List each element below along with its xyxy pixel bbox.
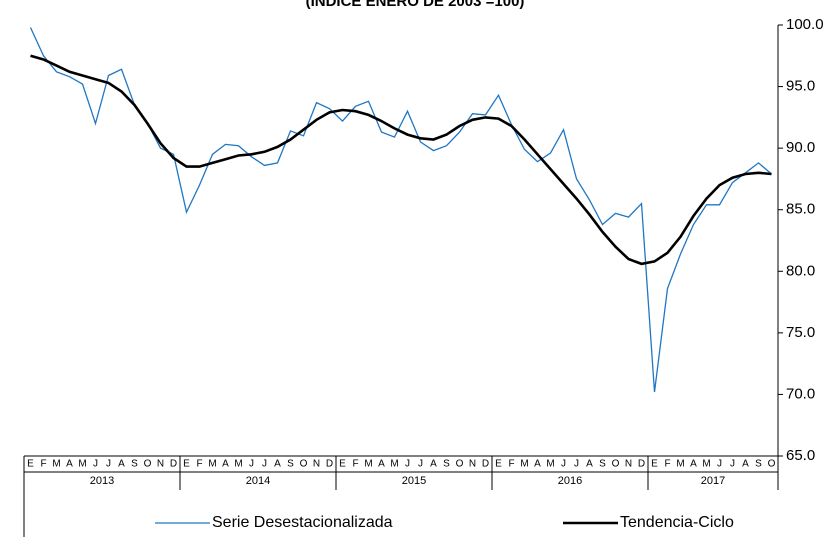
x-tick-label: A xyxy=(690,459,697,470)
x-tick-label: O xyxy=(612,459,620,470)
x-tick-label: J xyxy=(730,459,735,470)
year-label: 2014 xyxy=(246,475,270,487)
x-tick-label: D xyxy=(638,459,645,470)
x-tick-label: D xyxy=(326,459,333,470)
chart-title: (INDICE ENERO DE 2003 =100) xyxy=(306,0,525,10)
series-line xyxy=(29,27,772,393)
x-tick-label: F xyxy=(352,459,358,470)
x-tick-label: M xyxy=(208,459,216,470)
x-tick-label: A xyxy=(378,459,385,470)
y-tick-label: 80.0 xyxy=(786,262,815,279)
x-tick-label: M xyxy=(390,459,398,470)
x-tick-label: M xyxy=(702,459,710,470)
series-line xyxy=(30,54,772,266)
x-tick-label: D xyxy=(482,459,489,470)
x-tick-label: J xyxy=(574,459,579,470)
x-tick-label: J xyxy=(262,459,267,470)
x-tick-label: A xyxy=(118,459,125,470)
x-tick-label: J xyxy=(418,459,423,470)
x-tick-label: O xyxy=(300,459,308,470)
x-tick-label: M xyxy=(676,459,684,470)
x-tick-label: J xyxy=(93,459,98,470)
x-tick-label: M xyxy=(520,459,528,470)
x-tick-label: N xyxy=(313,459,320,470)
year-label: 2016 xyxy=(558,475,582,487)
year-label: 2013 xyxy=(90,475,114,487)
x-tick-label: J xyxy=(717,459,722,470)
x-tick-label: O xyxy=(456,459,464,470)
x-tick-label: J xyxy=(561,459,566,470)
x-tick-label: E xyxy=(183,459,190,470)
x-tick-label: E xyxy=(27,459,34,470)
x-tick-label: M xyxy=(364,459,372,470)
x-tick-label: F xyxy=(508,459,514,470)
y-tick-label: 85.0 xyxy=(786,201,815,218)
x-tick-label: E xyxy=(651,459,658,470)
y-tick-label: 70.0 xyxy=(786,385,815,402)
x-tick-label: D xyxy=(170,459,177,470)
x-tick-label: F xyxy=(40,459,46,470)
x-tick-label: A xyxy=(430,459,437,470)
x-tick-label: F xyxy=(196,459,202,470)
x-tick-label: J xyxy=(249,459,254,470)
x-tick-label: A xyxy=(274,459,281,470)
x-tick-label: A xyxy=(586,459,593,470)
x-tick-label: O xyxy=(768,459,776,470)
x-tick-label: O xyxy=(144,459,152,470)
x-tick-label: N xyxy=(625,459,632,470)
x-tick-label: S xyxy=(443,459,450,470)
x-tick-label: A xyxy=(222,459,229,470)
x-tick-label: N xyxy=(157,459,164,470)
x-tick-label: N xyxy=(469,459,476,470)
legend-label: Tendencia-Ciclo xyxy=(620,514,734,531)
y-tick-label: 75.0 xyxy=(786,324,815,341)
x-tick-label: S xyxy=(599,459,606,470)
year-label: 2017 xyxy=(701,475,725,487)
x-tick-label: F xyxy=(664,459,670,470)
x-tick-label: M xyxy=(78,459,86,470)
y-tick-label: 90.0 xyxy=(786,139,815,156)
x-tick-label: S xyxy=(755,459,762,470)
x-tick-label: S xyxy=(131,459,138,470)
x-tick-label: M xyxy=(234,459,242,470)
x-tick-label: J xyxy=(405,459,410,470)
x-tick-label: E xyxy=(339,459,346,470)
x-tick-label: M xyxy=(52,459,60,470)
x-tick-label: E xyxy=(495,459,502,470)
y-tick-label: 100.0 xyxy=(786,16,824,33)
x-tick-label: M xyxy=(546,459,554,470)
x-tick-label: J xyxy=(106,459,111,470)
x-tick-label: A xyxy=(742,459,749,470)
x-tick-label: A xyxy=(66,459,73,470)
x-tick-label: A xyxy=(534,459,541,470)
year-label: 2015 xyxy=(402,475,426,487)
y-tick-label: 65.0 xyxy=(786,447,815,464)
y-tick-label: 95.0 xyxy=(786,78,815,95)
legend-label: Serie Desestacionalizada xyxy=(212,514,393,531)
x-tick-label: S xyxy=(287,459,294,470)
